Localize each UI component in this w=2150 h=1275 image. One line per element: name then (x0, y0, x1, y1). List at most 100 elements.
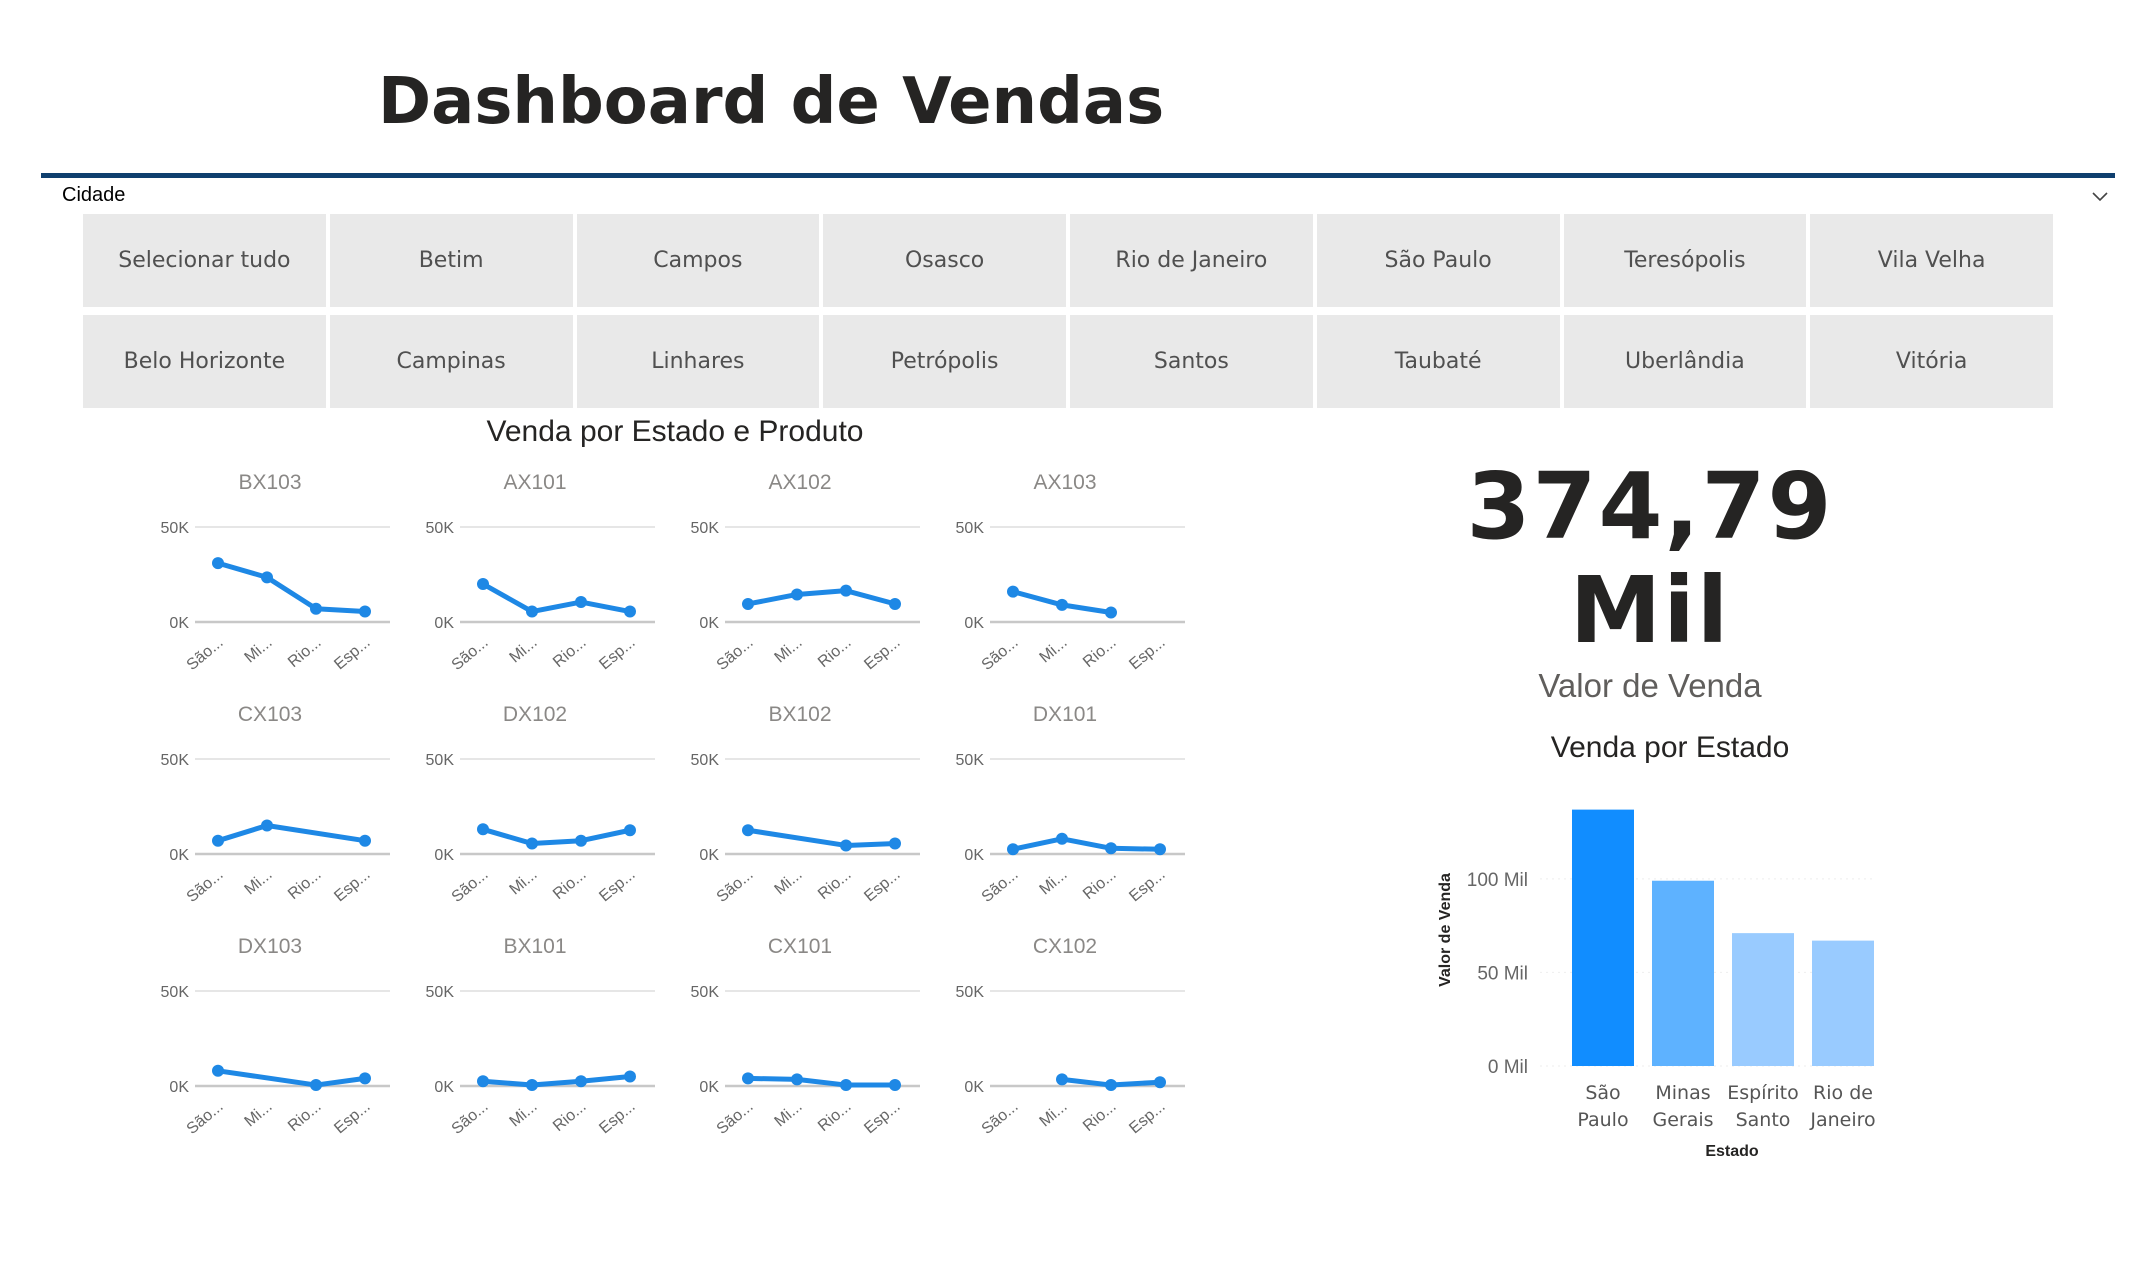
small-multiple-ax102: AX102 50K 0K São... Mi... Rio... Esp... (691, 471, 920, 674)
kpi-card: 374,79 Mil Valor de Venda (1430, 455, 1870, 705)
x-tick-label: Esp... (1126, 634, 1168, 673)
bar-chart-title: Venda por Estado (1550, 731, 1790, 764)
small-multiple-title: BX101 (503, 935, 566, 958)
data-point (575, 834, 587, 847)
x-tick-label: Mi... (1036, 634, 1070, 666)
x-tick-label: Mi... (1036, 866, 1070, 898)
data-point (212, 834, 224, 847)
data-point (575, 1075, 587, 1088)
x-tick-label: Rio... (1080, 1098, 1120, 1135)
x-tick-label: São... (714, 634, 757, 674)
data-point (1105, 842, 1117, 855)
page-title: Dashboard de Vendas (378, 65, 1165, 139)
data-point (1105, 1079, 1117, 1092)
city-button-uberlandia[interactable]: Uberlândia (1563, 315, 1807, 408)
slicer-label: Cidade (62, 184, 126, 206)
kpi-label: Valor de Venda (1538, 667, 1762, 704)
small-multiple-cx103: CX103 50K 0K São... Mi... Rio... Esp... (161, 703, 390, 906)
y-tick-label: 50K (426, 752, 455, 769)
city-button-teresopolis[interactable]: Teresópolis (1563, 214, 1807, 307)
small-multiple-title: DX103 (238, 935, 302, 958)
x-tick-label: São... (714, 1098, 757, 1138)
y-tick-label: 0K (699, 615, 719, 632)
x-tick-label: Mi... (771, 866, 805, 898)
small-multiple-title: AX101 (503, 471, 566, 494)
x-tick-label: Esp... (596, 1098, 638, 1137)
x-tick-label: Esp... (861, 1098, 903, 1137)
data-point (840, 839, 852, 852)
y-tick-label: 0K (169, 1079, 189, 1096)
y-tick-label: 50K (426, 520, 455, 537)
city-button-betim[interactable]: Betim (329, 214, 573, 307)
y-tick-label: 50K (426, 984, 455, 1001)
x-tick-label: Mi... (771, 1098, 805, 1130)
x-tick-label: Esp... (1126, 866, 1168, 905)
data-point (840, 584, 852, 597)
city-button-taubate[interactable]: Taubaté (1316, 315, 1560, 408)
y-tick-label: 0K (964, 615, 984, 632)
series-line (745, 588, 898, 607)
city-button-campinas[interactable]: Campinas (329, 315, 573, 408)
series-line (215, 1068, 368, 1088)
y-tick-label: 0K (964, 1079, 984, 1096)
city-button-santos[interactable]: Santos (1070, 315, 1313, 408)
data-point (310, 602, 322, 615)
city-button-campos[interactable]: Campos (576, 214, 820, 307)
y-axis-label: Valor de Venda (1437, 873, 1454, 987)
y-tick-label: 0K (434, 847, 454, 864)
x-tick-label: Rio... (815, 634, 855, 671)
x-tick-label: Rio... (285, 1098, 325, 1135)
data-point (791, 1073, 803, 1086)
x-tick-label: Esp... (596, 634, 638, 673)
series-line (480, 826, 633, 847)
x-tick-label: Esp... (1126, 1098, 1168, 1137)
small-multiple-title: CX103 (238, 703, 302, 726)
city-button-osasco[interactable]: Osasco (823, 214, 1066, 307)
x-tick-label: Esp... (331, 866, 373, 905)
series-line (480, 1074, 633, 1088)
city-button-selecionar-tudo[interactable]: Selecionar tudo (83, 214, 326, 307)
city-button-petropolis[interactable]: Petrópolis (823, 315, 1066, 408)
small-multiple-title: AX103 (1033, 471, 1096, 494)
series-line (215, 823, 368, 844)
data-point (791, 588, 803, 601)
data-point (477, 823, 489, 836)
data-point (359, 605, 371, 618)
data-point (359, 834, 371, 847)
chevron-down-icon[interactable] (2089, 186, 2111, 208)
city-button-rio-de-janeiro[interactable]: Rio de Janeiro (1070, 214, 1313, 307)
y-tick-label: 50K (161, 520, 190, 537)
x-tick-label: São... (184, 1098, 227, 1138)
city-button-vitoria[interactable]: Vitória (1810, 315, 2053, 408)
kpi-unit: Mil (1569, 557, 1731, 664)
x-tick-label: Esp... (596, 866, 638, 905)
y-tick-label: 0K (169, 615, 189, 632)
bar (1732, 933, 1794, 1066)
city-button-linhares[interactable]: Linhares (576, 315, 820, 408)
x-tick-label: Esp... (331, 1098, 373, 1137)
small-multiple-bx103: BX103 50K 0K São... Mi... Rio... Esp... (161, 471, 390, 674)
city-button-vila-velha[interactable]: Vila Velha (1810, 214, 2053, 307)
kpi-value: 374,79 (1466, 453, 1834, 560)
data-point (212, 1064, 224, 1077)
small-multiple-dx101: DX101 50K 0K São... Mi... Rio... Esp... (956, 703, 1185, 906)
data-point (624, 605, 636, 618)
small-multiple-title: CX102 (1033, 935, 1097, 958)
data-point (1056, 832, 1068, 845)
y-tick-label: 0K (434, 1079, 454, 1096)
x-tick-label: Esp... (331, 634, 373, 673)
city-button-sao-paulo[interactable]: São Paulo (1316, 214, 1560, 307)
city-button-belo-horizonte[interactable]: Belo Horizonte (83, 315, 326, 408)
x-tick-label: Mi... (506, 1098, 540, 1130)
bar (1652, 880, 1714, 1066)
data-point (261, 819, 273, 832)
small-multiple-dx102: DX102 50K 0K São... Mi... Rio... Esp... (426, 703, 655, 906)
data-point (575, 596, 587, 609)
small-multiple-title: DX101 (1033, 703, 1097, 726)
city-slicer: Selecionar tudo Betim Campos Osasco Rio … (83, 214, 2053, 408)
x-tick-label: Rio... (1080, 634, 1120, 671)
data-point (889, 837, 901, 850)
small-multiple-bx102: BX102 50K 0K São... Mi... Rio... Esp... (691, 703, 920, 906)
x-tick-label: Rio... (285, 866, 325, 903)
data-point (526, 837, 538, 850)
